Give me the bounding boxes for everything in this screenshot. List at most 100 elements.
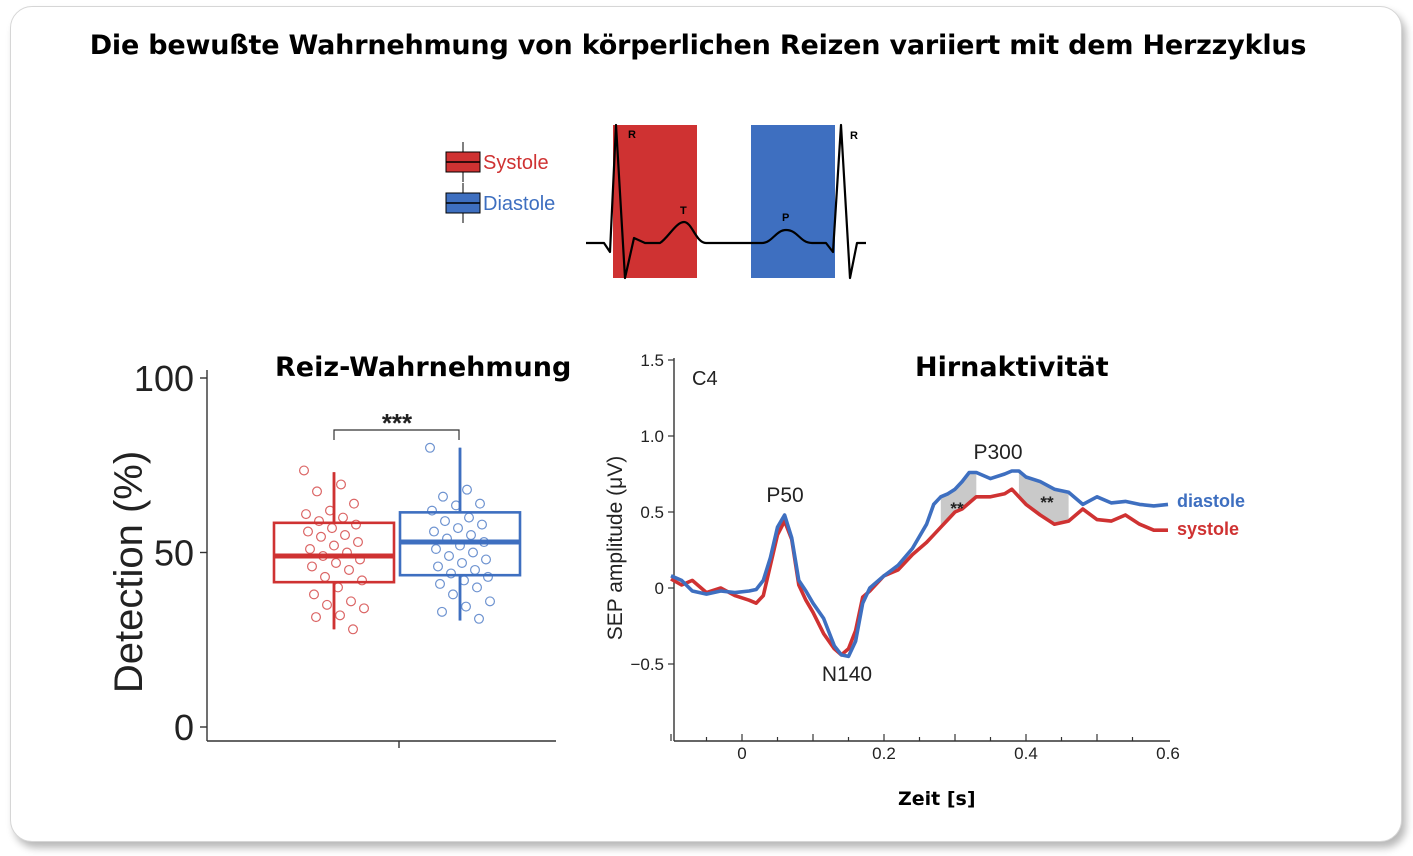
box-point — [431, 544, 442, 555]
box-point — [435, 578, 446, 589]
box-point — [481, 554, 492, 565]
box-point — [353, 537, 364, 548]
box-point — [307, 561, 318, 572]
series-label-diastole: diastole — [1177, 491, 1245, 511]
box-point — [479, 537, 490, 548]
box-point — [351, 519, 362, 530]
series-label-systole: systole — [1177, 519, 1239, 539]
box-point — [312, 486, 323, 497]
box-point — [357, 575, 368, 586]
ecg-label-t: T — [680, 205, 687, 217]
box-point — [483, 571, 494, 582]
boxplot-y-axis-label: Detection (%) — [107, 451, 151, 693]
box-point — [425, 442, 436, 453]
peak-label-p50: P50 — [766, 484, 803, 507]
box-point — [444, 550, 455, 561]
box-point — [301, 509, 312, 520]
box-point — [442, 533, 453, 544]
box-point — [335, 610, 346, 621]
box-point — [309, 589, 320, 600]
box-point — [333, 582, 344, 593]
box-point — [470, 564, 481, 575]
lineplot-x-axis-label: Zeit [s] — [898, 788, 976, 810]
line-y-axis-label: SEP amplitude (μV) — [604, 456, 627, 640]
line-x-tick-label: 0.6 — [1156, 744, 1180, 763]
peak-label-p300: P300 — [973, 441, 1022, 464]
box-point — [453, 523, 464, 534]
box-point — [303, 526, 314, 537]
box-point — [446, 568, 457, 579]
box-point — [475, 498, 486, 509]
significance-stars-2: ** — [1040, 493, 1054, 512]
box-point — [466, 530, 477, 541]
box-point — [340, 530, 351, 541]
box-point — [349, 498, 360, 509]
significance-stars-1: ** — [950, 499, 964, 518]
box-point — [429, 526, 440, 537]
box-point — [461, 601, 472, 612]
box-point — [348, 624, 359, 635]
box-point — [305, 544, 316, 555]
box-point — [464, 512, 475, 523]
box-point — [472, 582, 483, 593]
lineplot-title: Hirnaktivität — [915, 352, 1109, 383]
box-point — [451, 500, 462, 511]
box-point — [318, 550, 329, 561]
significance-label: *** — [382, 408, 413, 438]
line-y-tick-label: 1.0 — [640, 427, 664, 446]
box-point — [355, 554, 366, 565]
boxplot-y-tick-label: 50 — [154, 533, 194, 574]
legend-label-systole: Systole — [483, 152, 549, 174]
box-point — [346, 596, 357, 607]
significance-region-1 — [940, 472, 977, 528]
line-y-tick-label: −0.5 — [630, 655, 664, 674]
series-line-diastole — [670, 469, 1169, 659]
box-point — [427, 505, 438, 516]
box-point — [438, 491, 449, 502]
boxplot-y-tick-label: 0 — [174, 707, 194, 748]
box-point — [314, 516, 325, 527]
box-point — [457, 557, 468, 568]
ecg-label-r: R — [628, 129, 636, 141]
ecg-label-r: R — [850, 130, 858, 142]
legend-label-diastole: Diastole — [483, 193, 555, 215]
boxplot-y-tick-label: 100 — [134, 358, 194, 399]
box-point — [299, 465, 310, 476]
box-point — [459, 575, 470, 586]
significance-region-2 — [1018, 471, 1069, 525]
significance-bracket — [333, 429, 460, 440]
box-point — [437, 606, 448, 617]
box-point — [462, 484, 473, 495]
line-y-tick-label: 0.5 — [640, 503, 664, 522]
box-point — [320, 571, 331, 582]
box-point — [327, 523, 338, 534]
series-line-systole — [670, 487, 1168, 657]
ecg-wave — [586, 123, 866, 280]
line-x-tick-label: 0.2 — [872, 744, 896, 763]
box-point — [342, 547, 353, 558]
box-point — [477, 519, 488, 530]
systole-band — [613, 125, 697, 278]
line-x-tick-label: 0 — [737, 744, 746, 763]
box-point — [311, 612, 322, 623]
line-y-tick-label: 0 — [655, 579, 664, 598]
box-point — [316, 531, 327, 542]
ecg-label-p: P — [782, 212, 789, 224]
box-point — [331, 557, 342, 568]
line-y-tick-label: 1.5 — [640, 351, 664, 370]
diastole-band — [751, 125, 835, 278]
box-point — [338, 512, 349, 523]
box-point — [344, 564, 355, 575]
box-point — [455, 540, 466, 551]
box-point — [468, 547, 479, 558]
box-point — [448, 589, 459, 600]
box-point — [433, 561, 444, 572]
slide-frame — [10, 6, 1402, 842]
page-title: Die bewußte Wahrnehmung von körperlichen… — [89, 30, 1307, 61]
line-x-tick-label: 0.4 — [1014, 744, 1038, 763]
box-point — [336, 479, 347, 490]
box-point — [329, 540, 340, 551]
box-point — [322, 599, 333, 610]
box-point — [359, 603, 370, 614]
